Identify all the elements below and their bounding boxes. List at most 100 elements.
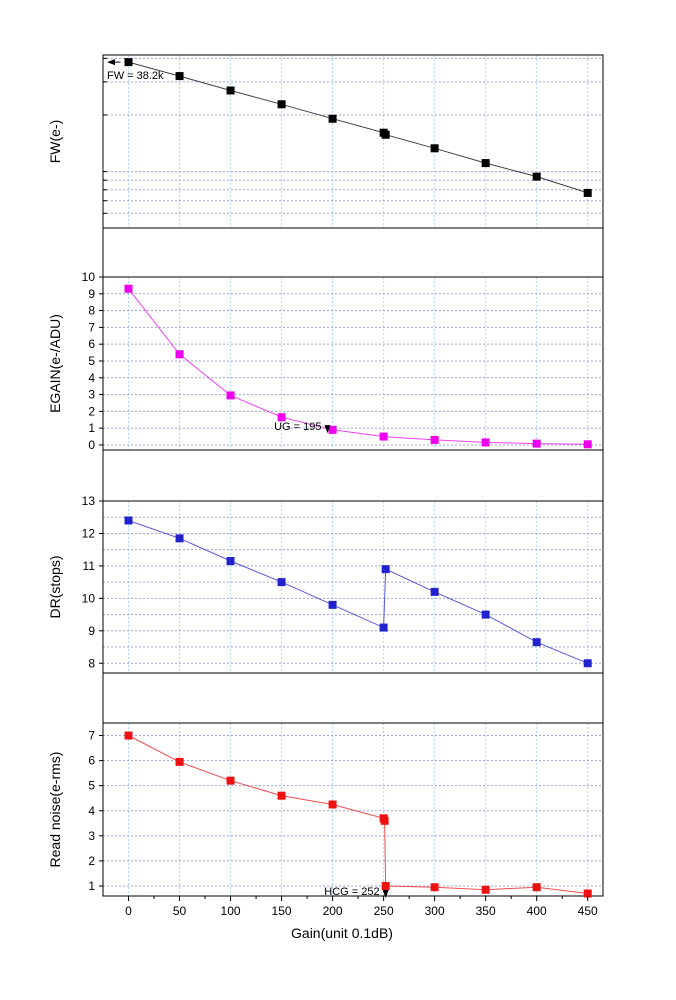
y-tick-label: 1: [88, 879, 95, 893]
data-point: [381, 130, 390, 139]
data-point: [583, 659, 592, 668]
data-point: [124, 58, 133, 67]
data-point: [381, 565, 390, 574]
data-point: [379, 432, 388, 441]
y-tick-label: 3: [88, 829, 95, 843]
data-point: [277, 100, 286, 109]
data-point: [328, 800, 337, 809]
y-axis-label: DR(stops): [47, 555, 63, 618]
data-point: [532, 883, 541, 892]
x-tick-label: 100: [221, 904, 241, 918]
x-tick-label: 300: [425, 904, 445, 918]
data-point: [379, 623, 388, 632]
series-line: [128, 735, 588, 894]
annotation-label: HCG = 252: [324, 886, 379, 898]
y-tick-label: 4: [88, 371, 95, 385]
data-point: [328, 600, 337, 609]
data-point: [583, 440, 592, 449]
data-point: [430, 144, 439, 153]
y-tick-label: 10: [82, 591, 96, 605]
y-tick-label: 8: [88, 304, 95, 318]
data-point: [583, 889, 592, 898]
y-tick-label: 2: [88, 854, 95, 868]
x-tick-label: 0: [125, 904, 132, 918]
data-point: [430, 435, 439, 444]
y-tick-label: 1: [88, 421, 95, 435]
data-point: [328, 425, 337, 434]
y-tick-label: 11: [83, 559, 96, 573]
data-point: [481, 438, 490, 447]
data-point: [277, 413, 286, 422]
data-point: [481, 159, 490, 168]
panel-2: 0 1 2 3 4 5 6 7 8 9 10 EGAIN(e-/ADU) UG = 195: [47, 270, 604, 452]
y-tick-label: 0: [88, 438, 95, 452]
annotation-label: FW = 38.2k: [107, 70, 164, 82]
data-point: [226, 776, 235, 785]
panel-frame: [102, 276, 604, 451]
data-point: [532, 172, 541, 181]
data-point: [583, 188, 592, 197]
annotation-arrowhead: [107, 59, 115, 66]
y-tick-label: 2: [88, 404, 95, 418]
data-point: [226, 557, 235, 566]
annotation-arrowhead: [382, 890, 389, 898]
x-tick-label: 400: [527, 904, 547, 918]
panel-3: 8 9 10 11 12 13 DR(stops): [47, 494, 604, 674]
y-tick-label: 3: [88, 388, 95, 402]
data-point: [532, 638, 541, 647]
y-tick-label: 4: [88, 804, 95, 818]
y-axis-label: Read noise(e-rms): [47, 752, 63, 868]
series-line: [128, 288, 588, 445]
series-line: [128, 61, 588, 194]
y-tick-label: 5: [88, 779, 95, 793]
annotation-label: UG = 195: [274, 421, 321, 433]
data-point: [532, 439, 541, 448]
data-point: [277, 578, 286, 587]
y-tick-label: 6: [88, 754, 95, 768]
data-point: [430, 883, 439, 892]
data-point: [277, 791, 286, 800]
x-tick-label: 50: [173, 904, 187, 918]
data-point: [175, 350, 184, 359]
data-point: [226, 391, 235, 400]
data-point: [124, 516, 133, 525]
y-tick-label: 7: [88, 320, 95, 334]
y-tick-label: 6: [88, 337, 95, 351]
data-point: [430, 587, 439, 596]
panel-4: 1 2 3 4 5 6 7 Read noise(e-rms) HCG = 252: [47, 722, 604, 898]
data-point: [481, 610, 490, 619]
y-tick-label: 5: [88, 354, 95, 368]
x-tick-label: 150: [272, 904, 292, 918]
data-point: [481, 885, 490, 894]
data-point: [124, 284, 133, 293]
y-tick-label: 7: [88, 729, 95, 743]
x-tick-label: 200: [323, 904, 343, 918]
chart-panels: FW(e-)FW = 38.2k012345678910EGAIN(e-/ADU…: [47, 54, 604, 898]
panel-frame: [102, 500, 604, 674]
panel-frame: [102, 54, 604, 229]
x-tick-label: 350: [476, 904, 496, 918]
x-axis-label: Gain(unit 0.1dB): [291, 925, 393, 941]
data-point: [175, 534, 184, 543]
y-tick-label: 8: [88, 656, 95, 670]
data-point: [175, 757, 184, 766]
y-tick-label: 10: [82, 270, 96, 284]
y-axis-label: EGAIN(e-/ADU): [47, 314, 63, 413]
y-tick-label: 13: [82, 494, 96, 508]
y-axis-label: FW(e-): [47, 120, 63, 164]
series-line: [128, 520, 588, 664]
data-point: [226, 86, 235, 95]
x-tick-label: 450: [578, 904, 598, 918]
y-tick-label: 9: [88, 624, 95, 638]
y-tick-label: 12: [82, 526, 96, 540]
data-point: [124, 731, 133, 740]
y-tick-label: 9: [88, 287, 95, 301]
data-point: [175, 72, 184, 81]
data-point: [381, 881, 390, 890]
x-axis: 0 50 100 150 200 250 300 350 400 450: [125, 896, 598, 918]
data-point: [380, 816, 389, 825]
data-point: [328, 114, 337, 123]
panel-frame: [102, 722, 604, 897]
annotation-arrowhead: [324, 425, 331, 434]
